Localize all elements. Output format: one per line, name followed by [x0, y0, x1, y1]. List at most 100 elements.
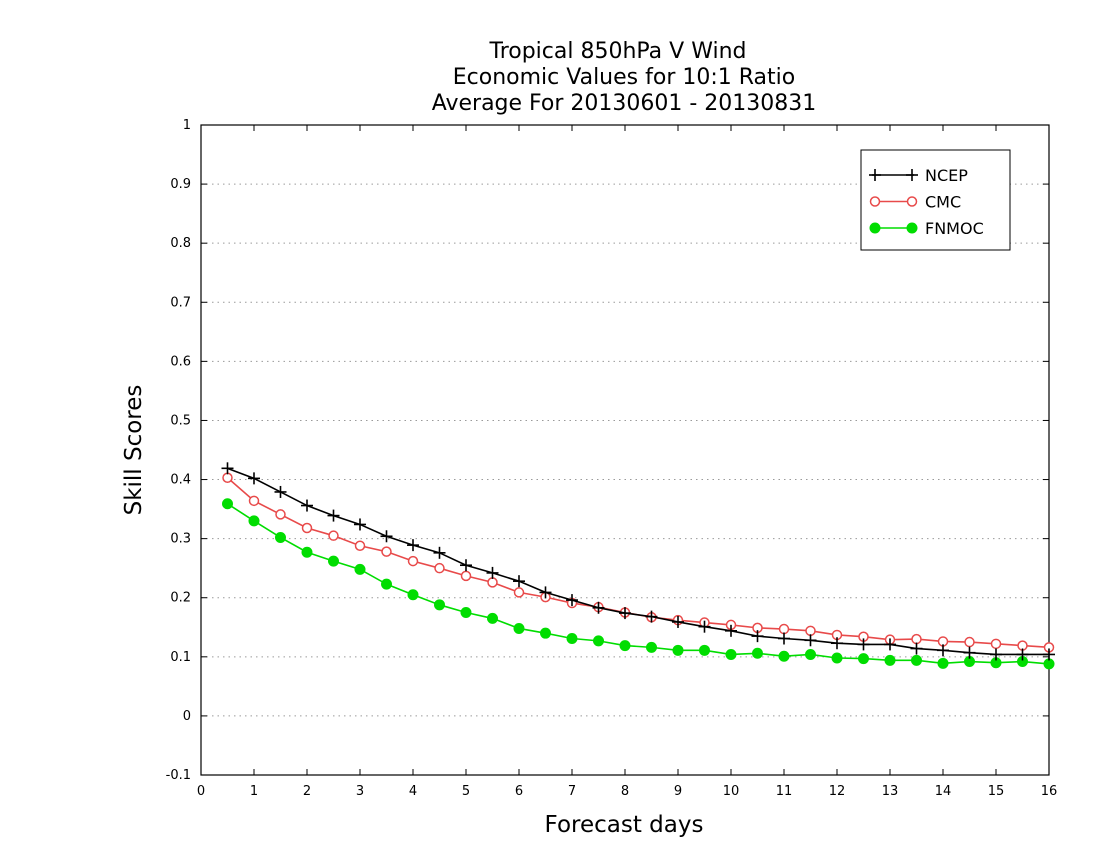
y-tick-label: 0.2	[170, 591, 191, 606]
data-point-ncep	[831, 637, 843, 650]
data-point-fnmoc	[328, 555, 339, 567]
data-point-fnmoc	[911, 654, 922, 666]
series-group	[221, 462, 1055, 670]
data-point-fnmoc	[593, 635, 604, 647]
x-tick-label: 13	[882, 784, 899, 799]
x-tick-label: 8	[621, 784, 629, 799]
data-point-ncep	[778, 632, 790, 645]
data-point-cmc	[513, 587, 525, 598]
x-tick-label: 7	[568, 784, 576, 799]
x-tick-label: 15	[988, 784, 1005, 799]
legend-item-fnmoc: FNMOC	[869, 219, 984, 238]
data-point-cmc	[778, 623, 790, 635]
data-point-ncep	[460, 559, 472, 572]
chart-title-line-1: Tropical 850hPa V Wind	[488, 39, 746, 64]
grid-lines	[201, 183, 1049, 717]
data-point-ncep	[857, 638, 870, 651]
data-point-ncep	[407, 539, 419, 552]
axis-ticks: -0.100.10.20.30.40.50.60.70.80.910 1 2 3 4 5 6…	[166, 118, 1058, 799]
y-tick-label: 0.9	[170, 177, 191, 192]
x-tick-label: 3	[356, 784, 364, 799]
data-point-cmc	[354, 540, 366, 551]
data-point-cmc	[964, 636, 975, 648]
data-point-ncep	[301, 499, 313, 512]
y-tick-label: 0.6	[170, 354, 191, 369]
data-point-fnmoc	[381, 578, 392, 590]
x-tick-label: 0	[197, 784, 205, 799]
data-point-fnmoc	[354, 563, 366, 575]
x-tick-label: 16	[1041, 784, 1058, 799]
data-point-fnmoc	[884, 654, 896, 666]
x-axis-label: Forecast days	[545, 812, 704, 838]
legend-marker-cmc	[869, 196, 881, 207]
data-point-cmc	[248, 495, 260, 507]
legend-marker-cmc	[906, 196, 918, 207]
legend-item-ncep: NCEP	[869, 166, 968, 185]
data-point-fnmoc	[778, 650, 790, 662]
data-point-ncep	[725, 624, 737, 637]
data-point-fnmoc	[725, 648, 737, 660]
data-point-fnmoc	[646, 641, 657, 653]
data-point-ncep	[513, 575, 525, 588]
data-point-cmc	[275, 509, 286, 520]
series-ncep	[221, 462, 1055, 661]
data-point-fnmoc	[301, 546, 313, 558]
y-tick-label: 0.3	[170, 532, 191, 547]
data-point-ncep	[910, 642, 923, 655]
series-cmc	[222, 472, 1055, 653]
data-point-cmc	[434, 562, 445, 574]
data-point-fnmoc	[831, 652, 843, 664]
data-point-ncep	[990, 648, 1002, 661]
y-tick-label: -0.1	[166, 768, 191, 783]
legend-box	[860, 149, 1011, 251]
data-point-fnmoc	[222, 498, 233, 510]
data-point-ncep	[804, 634, 817, 647]
data-point-fnmoc	[487, 612, 498, 624]
data-point-fnmoc	[275, 531, 286, 543]
data-point-ncep	[433, 546, 446, 559]
data-point-ncep	[539, 586, 552, 599]
y-tick-label: 0.5	[170, 413, 191, 428]
y-tick-label: 0.7	[170, 295, 191, 310]
y-axis-label: Skill Scores	[121, 385, 147, 516]
data-point-ncep	[566, 594, 578, 607]
data-point-ncep	[221, 462, 234, 475]
data-point-ncep	[380, 530, 393, 543]
series-line-cmc	[226, 477, 1050, 649]
data-point-fnmoc	[672, 644, 684, 656]
x-tick-label: 9	[674, 784, 682, 799]
legend-label-ncep: NCEP	[925, 166, 968, 185]
series-fnmoc	[222, 498, 1055, 670]
data-point-ncep	[698, 620, 711, 633]
data-point-ncep	[1016, 648, 1029, 661]
data-point-fnmoc	[248, 515, 260, 527]
legend-item-cmc: CMC	[869, 193, 961, 212]
data-point-ncep	[751, 630, 764, 643]
data-point-ncep	[672, 615, 684, 628]
data-point-cmc	[911, 633, 922, 645]
data-point-fnmoc	[699, 644, 710, 656]
chart-title-line-3: Average For 20130601 - 20130831	[432, 91, 817, 116]
data-point-cmc	[805, 625, 816, 637]
data-point-fnmoc	[619, 640, 631, 652]
data-point-ncep	[327, 509, 340, 522]
data-point-cmc	[301, 522, 313, 534]
series-line-ncep	[227, 467, 1049, 656]
x-tick-label: 12	[829, 784, 846, 799]
y-tick-label: 1	[183, 118, 191, 133]
data-point-ncep	[592, 601, 605, 614]
legend-label-cmc: CMC	[925, 193, 961, 212]
legend-marker-fnmoc	[906, 222, 918, 234]
x-tick-label: 6	[515, 784, 523, 799]
x-tick-label: 14	[935, 784, 952, 799]
data-point-ncep	[645, 610, 658, 623]
data-point-cmc	[222, 472, 233, 484]
data-point-ncep	[937, 644, 949, 657]
data-point-cmc	[381, 546, 392, 557]
data-point-cmc	[460, 570, 472, 582]
data-point-fnmoc	[460, 607, 472, 618]
legend-marker-ncep	[906, 169, 918, 181]
data-point-fnmoc	[407, 589, 419, 601]
legend: NCEP CMC FNMOC	[860, 149, 1011, 251]
